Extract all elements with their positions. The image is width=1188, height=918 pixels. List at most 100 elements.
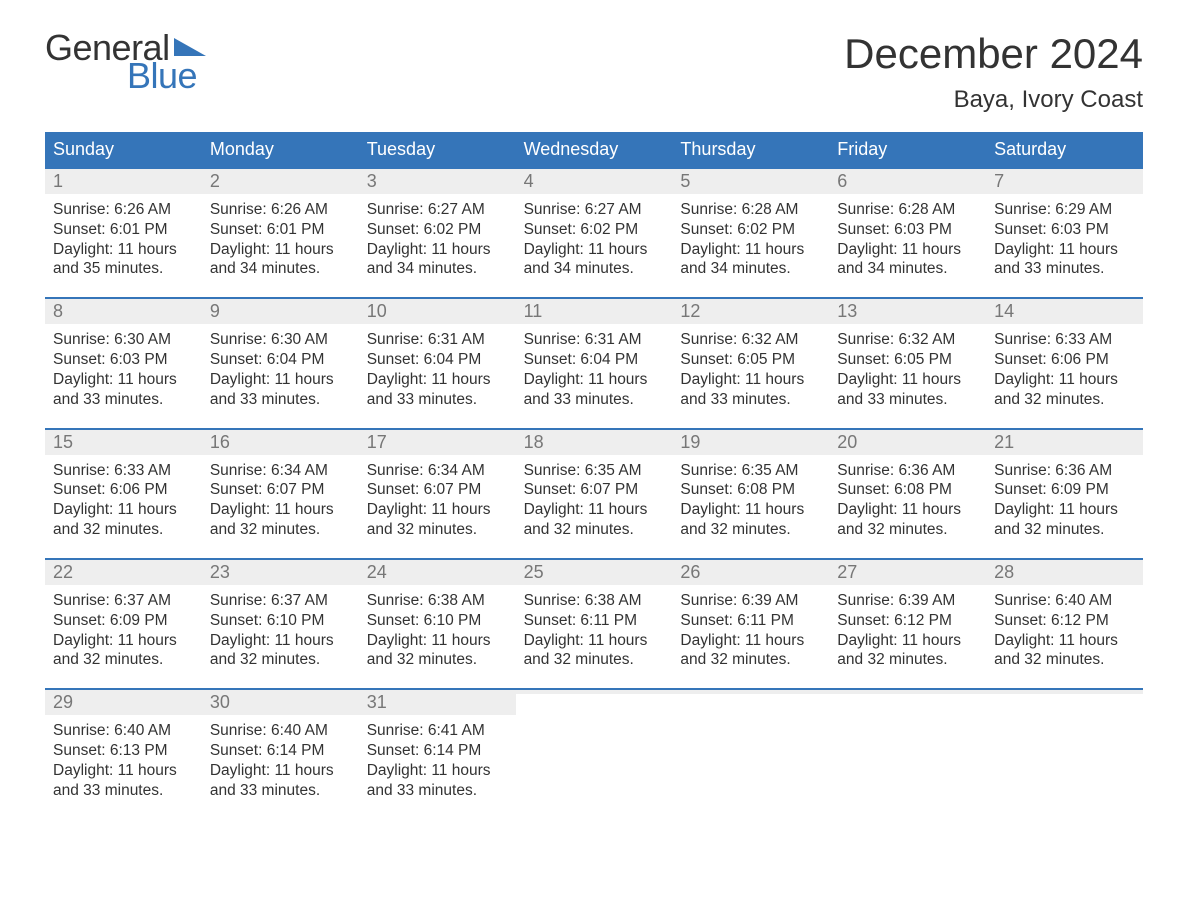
day-dl2: and 34 minutes. — [367, 259, 508, 279]
day-number: 22 — [53, 562, 73, 582]
day-details: Sunrise: 6:40 AMSunset: 6:13 PMDaylight:… — [45, 715, 202, 804]
day-sunrise: Sunrise: 6:40 AM — [210, 721, 351, 741]
day-dl2: and 32 minutes. — [680, 520, 821, 540]
day-sunrise: Sunrise: 6:41 AM — [367, 721, 508, 741]
day-sunset: Sunset: 6:08 PM — [680, 480, 821, 500]
day-sunrise: Sunrise: 6:38 AM — [367, 591, 508, 611]
day-sunrise: Sunrise: 6:34 AM — [210, 461, 351, 481]
day-dl1: Daylight: 11 hours — [210, 370, 351, 390]
day-details: Sunrise: 6:33 AMSunset: 6:06 PMDaylight:… — [45, 455, 202, 544]
calendar-day: 19Sunrise: 6:35 AMSunset: 6:08 PMDayligh… — [672, 430, 829, 544]
day-dl1: Daylight: 11 hours — [837, 631, 978, 651]
day-number-row: 2 — [202, 169, 359, 194]
logo: General Blue — [45, 30, 206, 94]
day-number: 13 — [837, 301, 857, 321]
day-dl2: and 32 minutes. — [210, 650, 351, 670]
day-number: 8 — [53, 301, 63, 321]
day-details: Sunrise: 6:37 AMSunset: 6:10 PMDaylight:… — [202, 585, 359, 674]
day-dl1: Daylight: 11 hours — [367, 240, 508, 260]
day-sunrise: Sunrise: 6:35 AM — [524, 461, 665, 481]
day-sunset: Sunset: 6:07 PM — [524, 480, 665, 500]
day-number: 6 — [837, 171, 847, 191]
day-dl2: and 34 minutes. — [680, 259, 821, 279]
day-number: 18 — [524, 432, 544, 452]
dayname-wednesday: Wednesday — [516, 132, 673, 167]
day-number-row — [516, 690, 673, 694]
day-sunset: Sunset: 6:12 PM — [837, 611, 978, 631]
day-number: 9 — [210, 301, 220, 321]
day-number: 14 — [994, 301, 1014, 321]
day-number-row: 12 — [672, 299, 829, 324]
day-dl2: and 32 minutes. — [524, 650, 665, 670]
day-sunrise: Sunrise: 6:26 AM — [210, 200, 351, 220]
title-block: December 2024 Baya, Ivory Coast — [844, 30, 1143, 114]
day-sunset: Sunset: 6:06 PM — [994, 350, 1135, 370]
dayname-saturday: Saturday — [986, 132, 1143, 167]
day-sunset: Sunset: 6:10 PM — [210, 611, 351, 631]
day-sunrise: Sunrise: 6:34 AM — [367, 461, 508, 481]
day-number: 17 — [367, 432, 387, 452]
day-sunrise: Sunrise: 6:31 AM — [524, 330, 665, 350]
day-sunset: Sunset: 6:14 PM — [367, 741, 508, 761]
calendar-day — [829, 690, 986, 804]
day-sunrise: Sunrise: 6:31 AM — [367, 330, 508, 350]
day-sunrise: Sunrise: 6:28 AM — [680, 200, 821, 220]
day-dl2: and 33 minutes. — [994, 259, 1135, 279]
day-dl1: Daylight: 11 hours — [994, 631, 1135, 651]
calendar-week: 8 Sunrise: 6:30 AMSunset: 6:03 PMDaylight… — [45, 297, 1143, 413]
day-sunset: Sunset: 6:03 PM — [994, 220, 1135, 240]
day-sunset: Sunset: 6:14 PM — [210, 741, 351, 761]
day-number: 31 — [367, 692, 387, 712]
day-number-row — [986, 690, 1143, 694]
day-details: Sunrise: 6:36 AMSunset: 6:08 PMDaylight:… — [829, 455, 986, 544]
day-dl2: and 34 minutes. — [524, 259, 665, 279]
day-number-row: 23 — [202, 560, 359, 585]
day-sunrise: Sunrise: 6:38 AM — [524, 591, 665, 611]
calendar-day: 23Sunrise: 6:37 AMSunset: 6:10 PMDayligh… — [202, 560, 359, 674]
day-sunrise: Sunrise: 6:37 AM — [53, 591, 194, 611]
calendar-day: 20Sunrise: 6:36 AMSunset: 6:08 PMDayligh… — [829, 430, 986, 544]
day-number-row: 25 — [516, 560, 673, 585]
day-sunrise: Sunrise: 6:36 AM — [837, 461, 978, 481]
day-dl2: and 32 minutes. — [53, 520, 194, 540]
day-sunset: Sunset: 6:06 PM — [53, 480, 194, 500]
day-dl2: and 32 minutes. — [837, 520, 978, 540]
day-dl1: Daylight: 11 hours — [680, 500, 821, 520]
calendar-day — [672, 690, 829, 804]
day-number-row: 1 — [45, 169, 202, 194]
calendar-day: 3Sunrise: 6:27 AMSunset: 6:02 PMDaylight… — [359, 169, 516, 283]
day-dl2: and 34 minutes. — [210, 259, 351, 279]
day-sunrise: Sunrise: 6:39 AM — [680, 591, 821, 611]
day-dl2: and 33 minutes. — [53, 390, 194, 410]
day-details: Sunrise: 6:35 AMSunset: 6:08 PMDaylight:… — [672, 455, 829, 544]
day-number-row: 5 — [672, 169, 829, 194]
day-number-row: 6 — [829, 169, 986, 194]
calendar-week: 1Sunrise: 6:26 AMSunset: 6:01 PMDaylight… — [45, 167, 1143, 283]
day-sunrise: Sunrise: 6:32 AM — [837, 330, 978, 350]
day-details: Sunrise: 6:30 AMSunset: 6:03 PMDaylight:… — [45, 324, 202, 413]
calendar-day: 11Sunrise: 6:31 AMSunset: 6:04 PMDayligh… — [516, 299, 673, 413]
day-dl1: Daylight: 11 hours — [524, 240, 665, 260]
day-dl1: Daylight: 11 hours — [210, 240, 351, 260]
day-dl1: Daylight: 11 hours — [524, 500, 665, 520]
day-sunset: Sunset: 6:09 PM — [53, 611, 194, 631]
day-sunrise: Sunrise: 6:40 AM — [994, 591, 1135, 611]
day-sunset: Sunset: 6:04 PM — [210, 350, 351, 370]
dayname-sunday: Sunday — [45, 132, 202, 167]
day-sunset: Sunset: 6:03 PM — [837, 220, 978, 240]
calendar-day: 10Sunrise: 6:31 AMSunset: 6:04 PMDayligh… — [359, 299, 516, 413]
day-dl1: Daylight: 11 hours — [53, 370, 194, 390]
day-dl2: and 32 minutes. — [680, 650, 821, 670]
day-sunset: Sunset: 6:01 PM — [210, 220, 351, 240]
day-details: Sunrise: 6:38 AMSunset: 6:10 PMDaylight:… — [359, 585, 516, 674]
day-dl1: Daylight: 11 hours — [367, 500, 508, 520]
calendar-day: 15Sunrise: 6:33 AMSunset: 6:06 PMDayligh… — [45, 430, 202, 544]
day-dl1: Daylight: 11 hours — [680, 631, 821, 651]
day-number: 7 — [994, 171, 1004, 191]
day-number: 29 — [53, 692, 73, 712]
day-number-row: 18 — [516, 430, 673, 455]
day-sunset: Sunset: 6:11 PM — [680, 611, 821, 631]
day-details: Sunrise: 6:35 AMSunset: 6:07 PMDaylight:… — [516, 455, 673, 544]
day-sunset: Sunset: 6:12 PM — [994, 611, 1135, 631]
day-number-row — [672, 690, 829, 694]
